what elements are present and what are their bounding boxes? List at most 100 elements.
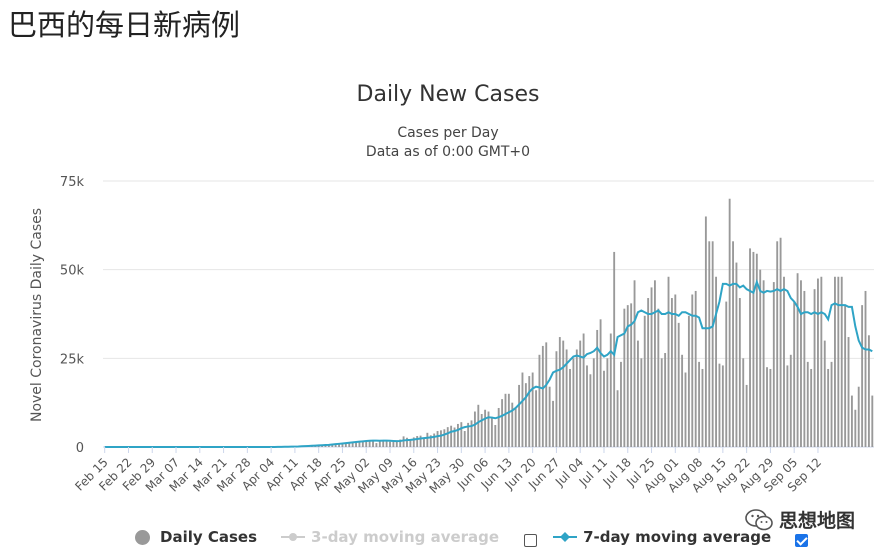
- daily-cases-bar[interactable]: [657, 309, 659, 447]
- daily-cases-bar[interactable]: [464, 431, 466, 447]
- daily-cases-bar[interactable]: [848, 337, 850, 447]
- daily-cases-bar[interactable]: [501, 399, 503, 447]
- legend-item-seven-day-average[interactable]: 7-day moving average: [553, 528, 771, 546]
- daily-cases-bar[interactable]: [589, 374, 591, 447]
- daily-cases-bar[interactable]: [715, 277, 717, 447]
- daily-cases-bar[interactable]: [752, 252, 754, 447]
- daily-cases-bar[interactable]: [447, 427, 449, 447]
- daily-cases-bar[interactable]: [556, 351, 558, 447]
- daily-cases-bar[interactable]: [783, 277, 785, 447]
- daily-cases-bar[interactable]: [868, 335, 870, 447]
- daily-cases-bar[interactable]: [606, 358, 608, 447]
- daily-cases-bar[interactable]: [617, 390, 619, 447]
- daily-cases-bar[interactable]: [545, 342, 547, 447]
- daily-cases-bar[interactable]: [654, 280, 656, 447]
- daily-cases-bar[interactable]: [532, 373, 534, 447]
- daily-cases-bar[interactable]: [786, 365, 788, 447]
- legend-item-daily-cases[interactable]: Daily Cases: [135, 528, 257, 546]
- daily-cases-bar[interactable]: [491, 417, 493, 447]
- daily-cases-bar[interactable]: [443, 429, 445, 447]
- daily-cases-bar[interactable]: [640, 358, 642, 447]
- daily-cases-bar[interactable]: [858, 387, 860, 447]
- daily-cases-bar[interactable]: [800, 280, 802, 447]
- daily-cases-bar[interactable]: [681, 355, 683, 447]
- daily-cases-bar[interactable]: [729, 199, 731, 447]
- daily-cases-bar[interactable]: [739, 298, 741, 447]
- daily-cases-bar[interactable]: [691, 294, 693, 447]
- daily-cases-bar[interactable]: [644, 316, 646, 447]
- daily-cases-bar[interactable]: [634, 280, 636, 447]
- daily-cases-bar[interactable]: [854, 410, 856, 447]
- daily-cases-bar[interactable]: [671, 298, 673, 447]
- daily-cases-bar[interactable]: [600, 319, 602, 447]
- daily-cases-bar[interactable]: [725, 302, 727, 447]
- daily-cases-bar[interactable]: [549, 387, 551, 447]
- daily-cases-bar[interactable]: [776, 241, 778, 447]
- daily-cases-bar[interactable]: [793, 302, 795, 447]
- legend-item-three-day-average[interactable]: 3-day moving average: [281, 528, 499, 546]
- daily-cases-bar[interactable]: [742, 358, 744, 447]
- daily-cases-bar[interactable]: [389, 442, 391, 447]
- daily-cases-bar[interactable]: [851, 396, 853, 447]
- daily-cases-bar[interactable]: [773, 282, 775, 447]
- daily-cases-bar[interactable]: [759, 270, 761, 447]
- daily-cases-bar[interactable]: [420, 436, 422, 447]
- daily-cases-bar[interactable]: [695, 291, 697, 447]
- daily-cases-bar[interactable]: [522, 373, 524, 447]
- daily-cases-bar[interactable]: [705, 216, 707, 447]
- daily-cases-bar[interactable]: [576, 349, 578, 447]
- daily-cases-bar[interactable]: [559, 337, 561, 447]
- daily-cases-bar[interactable]: [780, 238, 782, 447]
- three-day-average-checkbox[interactable]: [524, 534, 537, 547]
- daily-cases-bar[interactable]: [807, 362, 809, 447]
- daily-cases-bar[interactable]: [797, 273, 799, 447]
- daily-cases-bar[interactable]: [528, 376, 530, 447]
- daily-cases-bar[interactable]: [871, 396, 873, 447]
- daily-cases-bar[interactable]: [460, 422, 462, 447]
- daily-cases-bar[interactable]: [861, 305, 863, 447]
- daily-cases-bar[interactable]: [423, 438, 425, 447]
- daily-cases-bar[interactable]: [437, 431, 439, 447]
- daily-cases-bar[interactable]: [572, 358, 574, 447]
- daily-cases-bar[interactable]: [841, 277, 843, 447]
- daily-cases-bar[interactable]: [817, 279, 819, 447]
- daily-cases-bar[interactable]: [562, 341, 564, 447]
- daily-cases-bar[interactable]: [769, 369, 771, 447]
- daily-cases-bar[interactable]: [552, 401, 554, 447]
- daily-cases-bar[interactable]: [471, 420, 473, 447]
- daily-cases-bar[interactable]: [763, 280, 765, 447]
- daily-cases-bar[interactable]: [766, 367, 768, 447]
- daily-cases-bar[interactable]: [837, 277, 839, 447]
- daily-cases-bar[interactable]: [569, 369, 571, 447]
- daily-cases-bar[interactable]: [508, 394, 510, 447]
- daily-cases-bar[interactable]: [518, 385, 520, 447]
- daily-cases-bar[interactable]: [539, 355, 541, 447]
- daily-cases-bar[interactable]: [620, 362, 622, 447]
- daily-cases-bar[interactable]: [433, 434, 435, 447]
- daily-cases-bar[interactable]: [732, 241, 734, 447]
- daily-cases-bar[interactable]: [426, 433, 428, 447]
- daily-cases-bar[interactable]: [396, 441, 398, 447]
- daily-cases-bar[interactable]: [736, 263, 738, 447]
- daily-cases-bar[interactable]: [698, 362, 700, 447]
- daily-cases-bar[interactable]: [664, 353, 666, 447]
- daily-cases-bar[interactable]: [498, 408, 500, 447]
- daily-cases-bar[interactable]: [392, 442, 394, 447]
- daily-cases-bar[interactable]: [820, 277, 822, 447]
- daily-cases-bar[interactable]: [661, 358, 663, 447]
- daily-cases-bar[interactable]: [586, 365, 588, 447]
- daily-cases-bar[interactable]: [484, 410, 486, 447]
- daily-cases-bar[interactable]: [685, 373, 687, 447]
- daily-cases-bar[interactable]: [678, 323, 680, 447]
- daily-cases-bar[interactable]: [440, 430, 442, 447]
- daily-cases-bar[interactable]: [688, 316, 690, 447]
- daily-cases-bar[interactable]: [474, 412, 476, 447]
- daily-cases-bar[interactable]: [810, 369, 812, 447]
- daily-cases-bar[interactable]: [603, 371, 605, 447]
- daily-cases-bar[interactable]: [831, 362, 833, 447]
- daily-cases-bar[interactable]: [375, 443, 377, 447]
- daily-cases-bar[interactable]: [719, 364, 721, 447]
- daily-cases-bar[interactable]: [623, 309, 625, 447]
- daily-cases-bar[interactable]: [647, 298, 649, 447]
- daily-cases-bar[interactable]: [403, 436, 405, 447]
